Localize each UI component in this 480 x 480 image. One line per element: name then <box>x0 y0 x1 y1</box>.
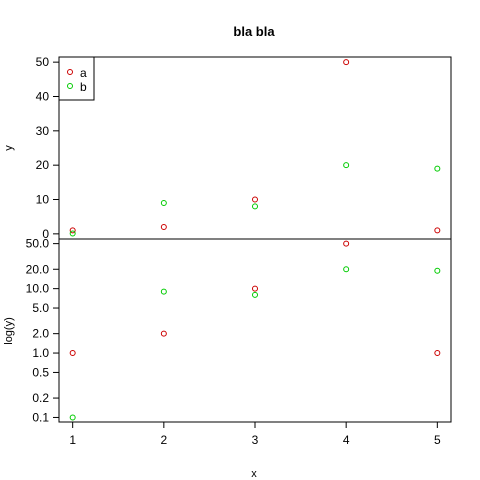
top-points <box>69 59 441 237</box>
top-panel-frame <box>58 56 452 240</box>
top-point-a <box>160 223 167 230</box>
x-axis-ticks: 1 2 3 4 5 <box>69 422 441 447</box>
legend-label-a: a <box>80 66 87 80</box>
top-point-a <box>69 227 76 234</box>
top-point-b <box>434 165 441 172</box>
top-point-b <box>69 230 76 237</box>
top-panel: y 0 10 20 30 40 50 a b <box>3 55 452 241</box>
top-y-axis-label: y <box>3 145 15 151</box>
top-y-ticks: 0 10 20 30 40 50 <box>36 55 59 241</box>
bottom-y-axis-label: log(y) <box>3 317 15 345</box>
x-tick-label: 5 <box>434 433 441 447</box>
bottom-point-b <box>69 414 76 421</box>
top-point-b <box>252 203 258 210</box>
top-y-tick-label: 40 <box>36 89 50 103</box>
bottom-y-tick-label: 10.0 <box>26 282 50 296</box>
top-point-a <box>252 196 258 203</box>
bottom-y-tick-label: 20.0 <box>26 262 50 276</box>
top-point-a <box>343 59 350 66</box>
legend-marker-b <box>67 83 73 89</box>
bottom-y-tick-label: 0.5 <box>32 365 49 379</box>
x-tick-label: 2 <box>160 433 167 447</box>
bottom-point-b <box>343 266 350 273</box>
top-point-b <box>343 162 350 169</box>
bottom-y-tick-label: 5.0 <box>32 301 49 315</box>
bottom-y-tick-label: 0.2 <box>32 391 49 405</box>
bottom-y-tick-label: 50.0 <box>26 237 50 251</box>
legend-label-b: b <box>80 80 87 94</box>
top-point-a <box>434 227 441 234</box>
bottom-points <box>69 240 441 421</box>
bottom-point-b <box>160 288 167 295</box>
chart-title: bla bla <box>233 24 275 39</box>
x-tick-label: 4 <box>343 433 350 447</box>
bottom-point-a <box>252 285 258 292</box>
bottom-y-tick-label: 0.1 <box>32 410 49 424</box>
top-y-tick-label: 10 <box>36 193 50 207</box>
bottom-point-a <box>160 330 167 337</box>
bottom-point-a <box>343 240 350 247</box>
top-y-tick-label: 30 <box>36 124 50 138</box>
bottom-y-tick-label: 1.0 <box>32 346 49 360</box>
bottom-point-b <box>252 291 258 298</box>
bottom-panel-frame <box>58 238 452 423</box>
top-point-b <box>160 199 167 206</box>
top-y-tick-label: 0 <box>42 227 49 241</box>
bottom-point-a <box>69 350 76 357</box>
legend: a b <box>58 56 95 101</box>
bottom-point-b <box>434 267 441 274</box>
legend-box <box>58 56 95 101</box>
bottom-y-tick-label: 2.0 <box>32 327 49 341</box>
x-tick-label: 3 <box>252 433 259 447</box>
x-axis-label: x <box>251 468 257 480</box>
top-y-tick-label: 50 <box>36 55 50 69</box>
bottom-y-ticks: 0.1 0.2 0.5 1.0 2.0 5.0 10.0 20.0 50.0 <box>26 237 59 424</box>
bottom-panel: log(y) 0.1 0.2 0.5 1.0 2.0 5.0 10.0 20.0 50.0 <box>3 237 452 424</box>
top-y-tick-label: 20 <box>36 158 50 172</box>
x-tick-label: 1 <box>69 433 76 447</box>
legend-marker-a <box>67 69 73 75</box>
bottom-point-a <box>434 350 441 357</box>
